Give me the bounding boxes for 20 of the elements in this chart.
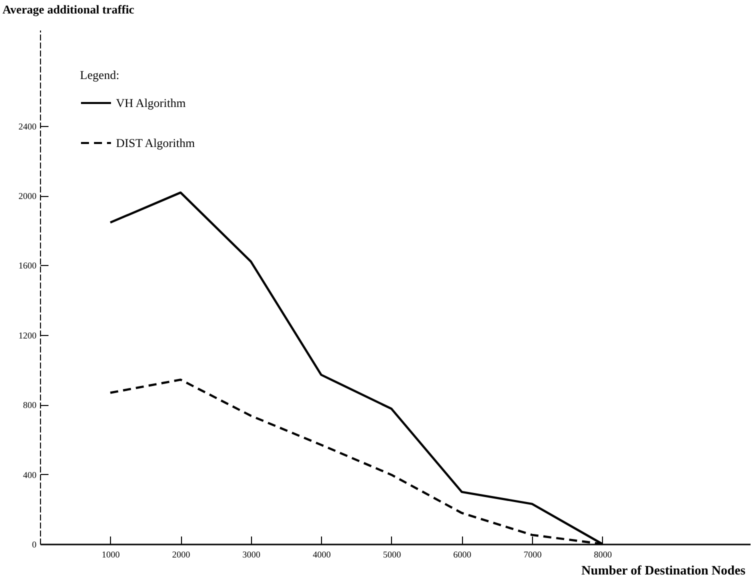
x-tick-label: 3000 (242, 550, 261, 560)
legend-label: DIST Algorithm (116, 136, 196, 150)
x-tick-label: 1000 (102, 550, 120, 560)
legend-title: Legend: (80, 68, 120, 82)
y-axis-title: Average additional traffic (2, 2, 135, 16)
y-tick-label: 800 (23, 400, 37, 410)
x-tick-label: 4000 (312, 550, 332, 560)
x-tick-label: 2000 (172, 550, 191, 560)
y-tick-label: 400 (23, 470, 37, 480)
y-tick-label: 1200 (18, 330, 37, 340)
x-axis-title: Number of Destination Nodes (581, 562, 746, 578)
legend-label: VH Algorithm (116, 96, 186, 110)
x-tick-label: 7000 (524, 550, 542, 560)
y-tick-label: 1600 (18, 260, 37, 271)
x-tick-label: 8000 (594, 550, 612, 560)
x-tick-label: 5000 (382, 550, 402, 560)
y-tick-label: 2000 (18, 191, 37, 202)
x-tick-label: 6000 (453, 550, 472, 560)
y-tick-label: 0 (32, 540, 37, 550)
y-tick-label: 2400 (18, 121, 37, 132)
